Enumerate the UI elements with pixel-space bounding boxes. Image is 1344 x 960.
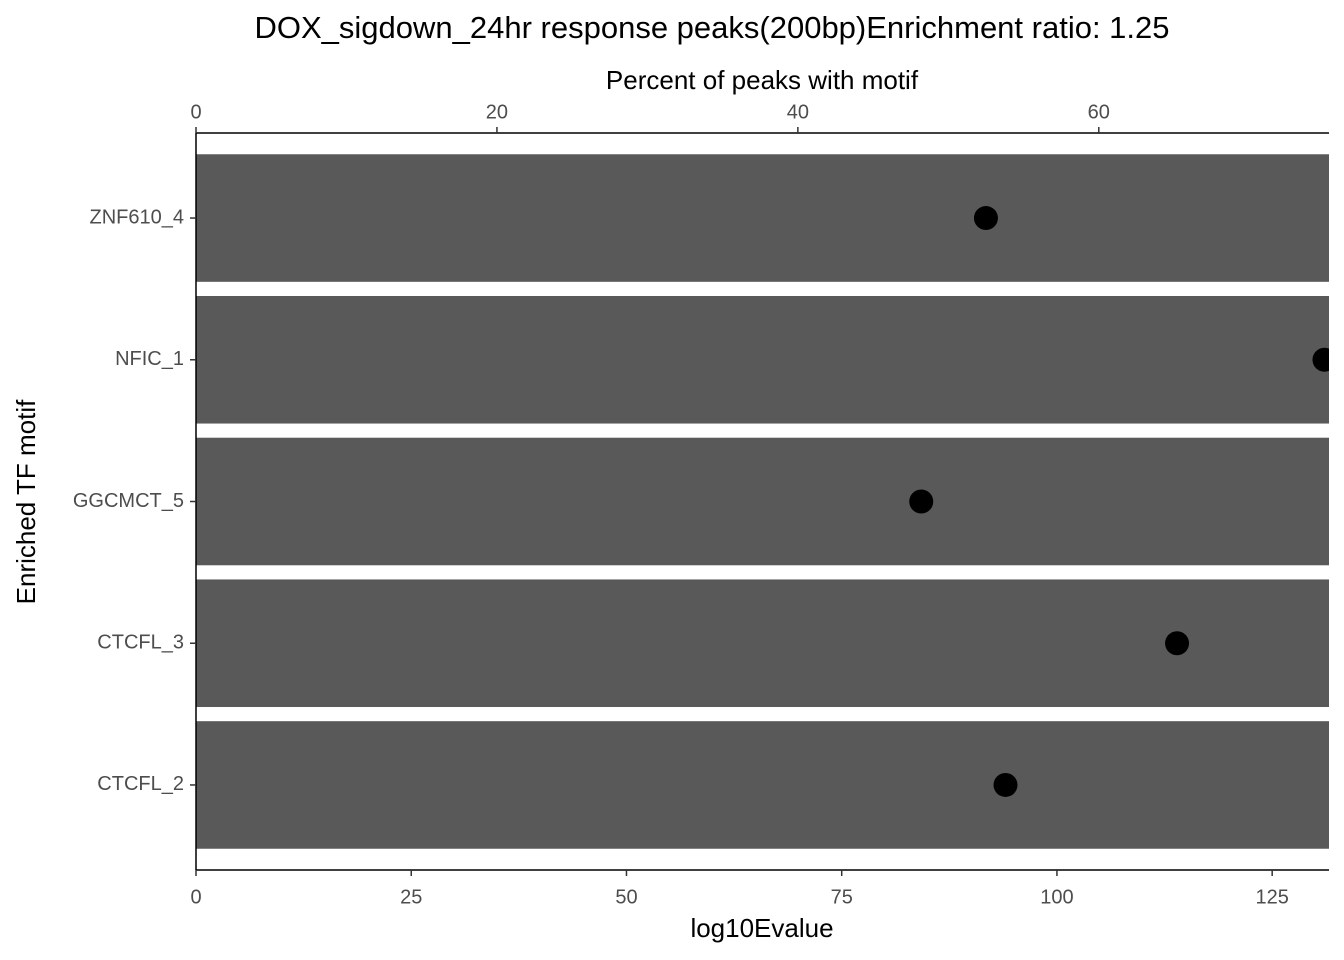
x2-tick-label: 40 [787, 101, 809, 123]
chart-title: DOX_sigdown_24hr response peaks(200bp)En… [254, 10, 1169, 45]
x2-tick-label: 0 [190, 101, 201, 123]
point [1312, 347, 1329, 372]
x-tick-label: 50 [615, 886, 637, 908]
y-tick-label: CTCFL_2 [97, 773, 184, 795]
x-tick-label: 100 [1040, 886, 1073, 908]
x2-axis-label: Percent of peaks with motif [606, 65, 919, 95]
point [1165, 631, 1190, 656]
x2-tick-label: 60 [1088, 101, 1110, 123]
x-axis-label: log10Evalue [690, 913, 833, 943]
y-tick-label: NFIC_1 [115, 348, 184, 370]
point [993, 772, 1018, 797]
bar [196, 579, 1329, 708]
bar [196, 721, 1329, 849]
y-tick-label: ZNF610_4 [90, 206, 185, 228]
y-axis-label: Enriched TF motif [11, 399, 41, 604]
x-tick-label: 75 [831, 886, 853, 908]
bar [196, 437, 1329, 566]
x-tick-label: 25 [400, 886, 422, 908]
point [909, 489, 934, 514]
x-tick-label: 0 [190, 886, 201, 908]
plot-area [196, 154, 1329, 849]
y-tick-label: CTCFL_3 [97, 632, 184, 654]
x2-tick-label: 20 [486, 101, 508, 123]
bar [196, 154, 1329, 282]
x-tick-label: 125 [1255, 886, 1288, 908]
y-tick-label: GGCMCT_5 [73, 490, 184, 512]
bar [196, 295, 1329, 424]
point [973, 206, 998, 231]
